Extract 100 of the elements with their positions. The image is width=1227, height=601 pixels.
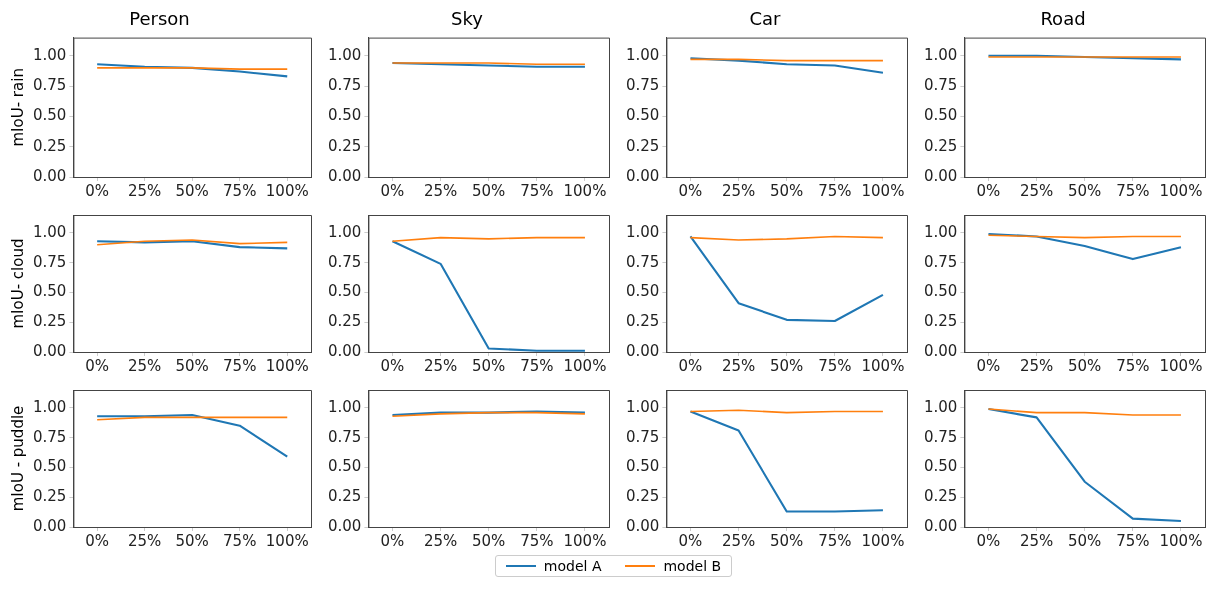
y-axis-title: mIoU - puddle [8,405,27,512]
x-tick-label: 25% [1019,356,1054,375]
x-tick-label: 0% [678,356,703,375]
x-tick-label: 25% [1019,181,1054,200]
y-tick-label: 0.00 [327,516,362,535]
x-tick-label: 0% [380,181,405,200]
x-tick-label: 0% [976,531,1001,550]
y-tick-label: 0.75 [32,75,67,94]
y-axis-title: mIoU- cloud [8,238,27,329]
x-tick-label: 100% [861,181,905,200]
chart-title: Person [129,8,190,30]
x-tick-label: 100% [563,181,607,200]
y-tick-label: 0.25 [32,136,67,155]
x-tick-label: 100% [563,356,607,375]
y-tick-label: 1.00 [327,45,362,64]
y-tick-label: 0.50 [32,457,67,476]
y-tick-label: 0.75 [923,75,958,94]
y-tick-label: 0.50 [923,106,958,125]
x-tick-label: 100% [1159,356,1203,375]
y-tick-label: 0.00 [923,341,958,360]
y-tick-label: 1.00 [625,397,660,416]
x-tick-label: 100% [265,531,309,550]
x-tick-label: 25% [423,531,458,550]
y-tick-label: 0.50 [327,106,362,125]
x-tick-label: 25% [1019,531,1054,550]
y-tick-label: 0.00 [327,341,362,360]
y-tick-label: 0.25 [327,487,362,506]
x-tick-label: 75% [1116,531,1150,550]
y-tick-label: 1.00 [923,222,958,241]
x-tick-label: 0% [678,531,703,550]
y-tick-label: 0.75 [625,75,660,94]
x-tick-label: 50% [1068,356,1102,375]
y-tick-label: 0.25 [923,487,958,506]
x-tick-label: 25% [128,531,162,550]
y-tick-label: 0.50 [625,457,660,476]
y-tick-label: 0.75 [625,252,660,271]
x-tick-label: 50% [770,531,804,550]
x-tick-label: 50% [472,181,506,200]
x-tick-label: 25% [128,356,162,375]
y-tick-label: 1.00 [923,45,958,64]
x-tick-label: 50% [175,531,209,550]
y-tick-label: 0.25 [32,487,67,506]
x-tick-label: 100% [265,356,309,375]
y-tick-label: 0.00 [32,516,67,535]
y-tick-label: 0.00 [327,166,362,185]
y-tick-label: 1.00 [32,222,67,241]
y-tick-label: 0.25 [32,312,67,331]
x-tick-label: 100% [265,181,309,200]
y-tick-label: 1.00 [32,45,67,64]
legend-label: model A [543,558,602,574]
x-tick-label: 25% [721,531,756,550]
y-tick-label: 0.50 [625,106,660,125]
y-tick-label: 0.00 [32,341,67,360]
y-tick-label: 0.50 [923,282,958,301]
x-tick-label: 50% [175,181,209,200]
x-tick-label: 75% [223,181,257,200]
y-tick-label: 0.25 [625,312,660,331]
y-tick-label: 1.00 [625,45,660,64]
x-tick-label: 25% [423,356,458,375]
x-tick-label: 0% [85,181,110,200]
y-tick-label: 0.25 [923,136,958,155]
x-tick-label: 75% [1116,181,1150,200]
x-tick-label: 50% [175,356,209,375]
y-tick-label: 0.00 [923,516,958,535]
y-tick-label: 0.25 [327,136,362,155]
chart-title: Road [1040,8,1086,30]
y-tick-label: 0.50 [923,457,958,476]
legend-label: model B [663,558,722,574]
y-tick-label: 1.00 [327,397,362,416]
x-tick-label: 50% [770,181,804,200]
x-tick-label: 50% [472,531,506,550]
y-tick-label: 0.50 [625,282,660,301]
x-tick-label: 0% [678,181,703,200]
x-tick-label: 50% [1068,531,1102,550]
x-tick-label: 25% [128,181,162,200]
x-tick-label: 75% [818,181,852,200]
x-tick-label: 75% [520,531,554,550]
x-tick-label: 100% [861,356,905,375]
y-tick-label: 1.00 [625,222,660,241]
y-tick-label: 1.00 [923,397,958,416]
x-tick-label: 100% [1159,531,1203,550]
y-tick-label: 0.50 [327,457,362,476]
x-tick-label: 50% [472,356,506,375]
x-tick-label: 100% [1159,181,1203,200]
y-tick-label: 0.50 [32,282,67,301]
y-tick-label: 0.75 [923,252,958,271]
x-tick-label: 100% [563,531,607,550]
x-tick-label: 25% [721,356,756,375]
y-tick-label: 0.25 [625,136,660,155]
chart-title: Car [749,8,782,30]
y-tick-label: 0.75 [32,427,67,446]
x-tick-label: 25% [423,181,458,200]
y-tick-label: 0.25 [327,312,362,331]
y-tick-label: 0.00 [625,516,660,535]
x-tick-label: 75% [520,181,554,200]
x-tick-label: 0% [380,356,405,375]
y-tick-label: 0.00 [625,166,660,185]
x-tick-label: 0% [85,356,110,375]
chart-title: Sky [451,8,484,30]
y-tick-label: 0.75 [327,252,362,271]
